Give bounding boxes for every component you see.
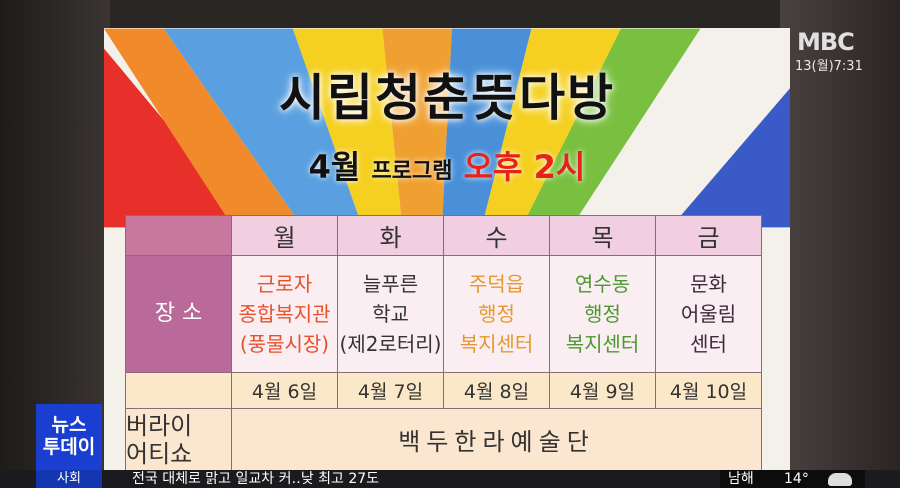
place-label: 장 소: [125, 255, 232, 373]
day-header: 수: [443, 215, 550, 256]
place-row: 장 소 근로자 종합복지관 (풍물시장) 늘푸른 학교 (제2로터리) 주덕읍 행정 복지센터 연수…: [125, 255, 762, 373]
program-badge-text: 뉴스 투데이: [42, 414, 96, 458]
place-line: 센터: [690, 332, 727, 356]
date-cell: 4월 6일: [231, 372, 338, 409]
place-line: 학교: [372, 302, 409, 326]
place-line: (제2로터리): [339, 332, 442, 356]
corner-cell: [125, 215, 232, 256]
event-row: 버라이 어티쇼 백두한라예술단: [125, 408, 762, 470]
program-badge: 뉴스 투데이: [36, 404, 102, 470]
subtitle-time: 오후 2시: [463, 148, 586, 186]
day-header: 금: [655, 215, 762, 256]
place-line: 어울림: [680, 302, 737, 326]
rainbow-rays: [104, 28, 790, 228]
weather-city: 남해: [728, 471, 754, 487]
subtitle-month: 4월: [308, 148, 361, 186]
event-label-line: 어티쇼: [126, 440, 193, 468]
place-line: 주덕읍: [468, 272, 525, 296]
place-line: 복지센터: [459, 332, 534, 356]
day-header: 화: [337, 215, 444, 256]
event-label-line: 버라이: [126, 412, 193, 440]
date-row: 4월 6일 4월 7일 4월 8일 4월 9일 4월 10일: [125, 372, 762, 409]
date-cell: 4월 9일: [549, 372, 656, 409]
place-line: 늘푸른: [362, 272, 419, 296]
date-cell: 4월 8일: [443, 372, 550, 409]
date-cell: 4월 7일: [337, 372, 444, 409]
date-label-cell: [125, 372, 232, 409]
day-header: 목: [549, 215, 656, 256]
weather-box: 남해 14°: [720, 470, 865, 488]
poster-title: 시립청춘뜻다방: [279, 69, 615, 127]
broadcast-clock: 13(월)7:31: [795, 59, 863, 74]
date-cell: 4월 10일: [655, 372, 762, 409]
place-line: 종합복지관: [238, 302, 331, 326]
news-ticker: [0, 470, 900, 488]
cloud-icon: [828, 473, 852, 486]
place-line: 행정: [478, 302, 515, 326]
place-line: 행정: [584, 302, 621, 326]
ticker-category: 사회: [36, 470, 102, 488]
mbc-logo: MBC: [797, 28, 855, 56]
place-line: 근로자: [256, 272, 313, 296]
poster-subtitle: 4월 프로그램 오후 2시: [104, 142, 790, 188]
ticker-headline: 전국 대체로 맑고 일교차 커‥낮 최고 27도: [132, 471, 380, 487]
weather-temp: 14°: [784, 471, 809, 487]
place-line: 문화: [690, 272, 727, 296]
place-line: 연수동: [574, 272, 631, 296]
subtitle-program: 프로그램: [371, 159, 453, 184]
background-right: [780, 0, 900, 488]
day-header: 월: [231, 215, 338, 256]
event-label: 버라이 어티쇼: [125, 408, 232, 470]
place-line: (풍물시장): [239, 332, 330, 356]
place-line: 복지센터: [565, 332, 640, 356]
event-name: 백두한라예술단: [231, 408, 762, 470]
